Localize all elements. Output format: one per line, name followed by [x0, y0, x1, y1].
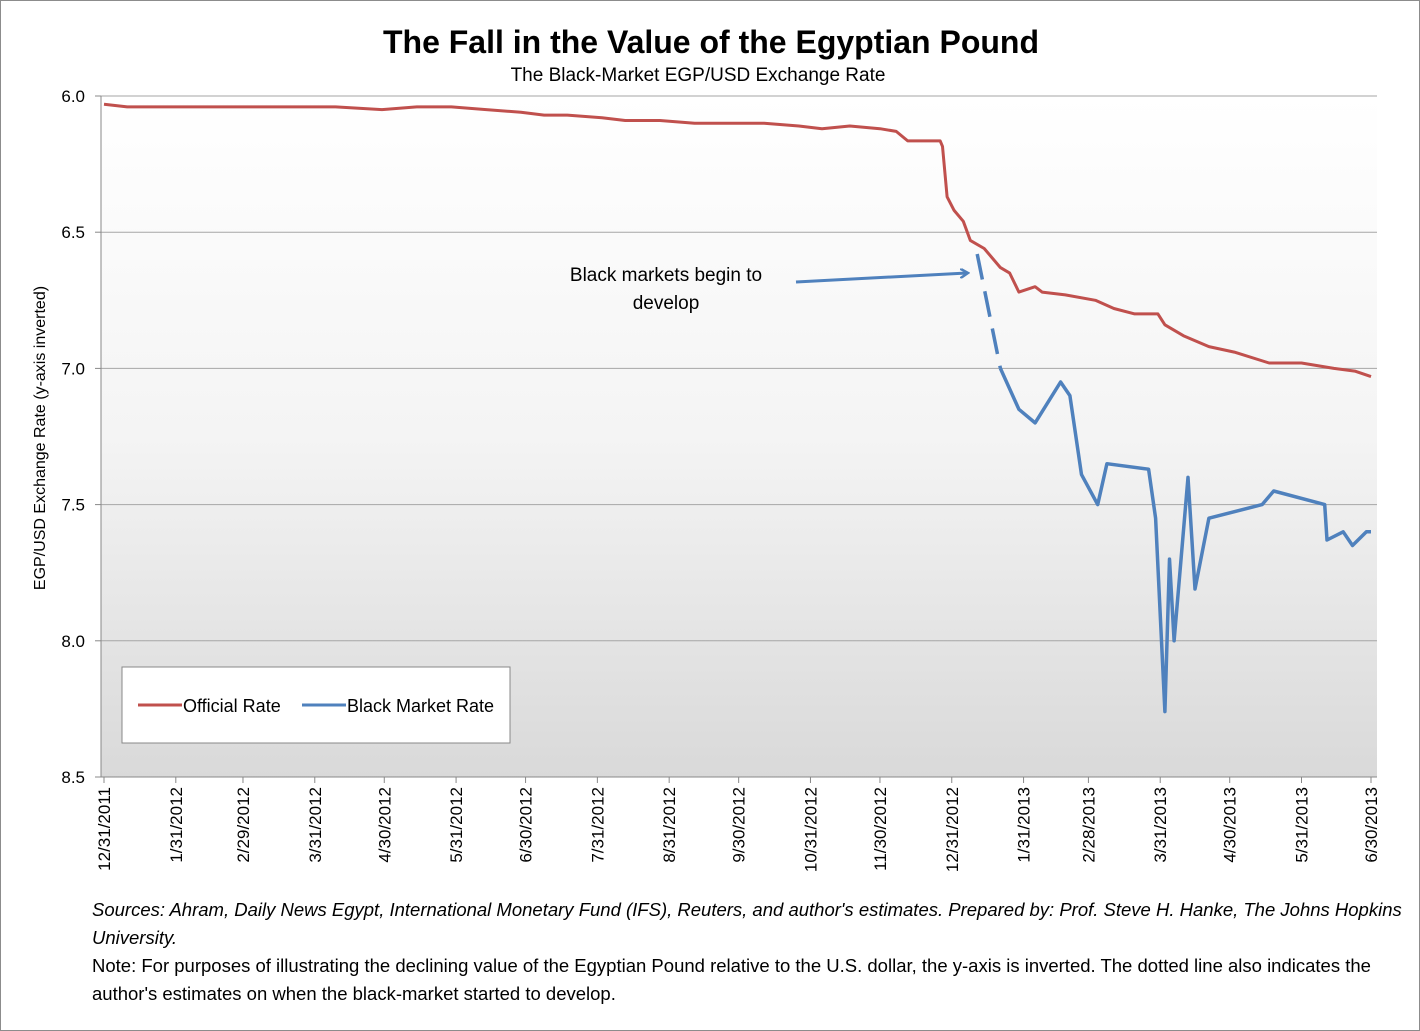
x-tick-label: 11/30/2012	[871, 787, 890, 871]
y-tick-label: 6.0	[61, 87, 85, 106]
x-tick-label: 5/31/2013	[1293, 787, 1312, 863]
x-tick-label: 1/31/2013	[1015, 787, 1034, 863]
x-tick-label: 3/31/2012	[306, 787, 325, 863]
x-tick-label: 12/31/2012	[943, 787, 962, 872]
series-official-rate-line	[103, 102, 1372, 379]
y-tick-label: 8.0	[61, 632, 85, 651]
x-tick-label: 8/31/2012	[660, 787, 679, 863]
legend-label-official: Official Rate	[183, 696, 281, 716]
sources-text: Sources: Ahram, Daily News Egypt, Intern…	[92, 899, 1402, 948]
annotation-arrow	[795, 273, 967, 284]
x-tick-label: 3/31/2013	[1151, 787, 1170, 863]
x-tick-label: 10/31/2012	[801, 787, 820, 872]
x-tick-label: 12/31/2011	[95, 787, 114, 871]
note-text: Note: For purposes of illustrating the d…	[92, 955, 1371, 1004]
x-tick-label: 2/28/2013	[1079, 787, 1098, 863]
x-tick-label: 1/31/2012	[167, 787, 186, 863]
y-tick-label: 7.0	[61, 359, 85, 378]
x-tick-label: 7/31/2012	[588, 787, 607, 863]
x-tick-label: 4/30/2012	[375, 787, 394, 863]
x-tick-label: 6/30/2012	[517, 787, 536, 863]
series-black-market-rate-line	[998, 367, 1371, 714]
x-tick-label: 4/30/2013	[1221, 787, 1240, 863]
y-axis-label: EGP/USD Exchange Rate (y-axis inverted)	[32, 286, 49, 590]
x-tick-label: 9/30/2012	[730, 787, 749, 863]
y-tick-label: 8.5	[61, 768, 85, 787]
y-tick-label: 6.5	[61, 223, 85, 242]
annotation-line-1: Black markets begin to	[570, 265, 762, 286]
y-tick-label: 7.5	[61, 496, 85, 515]
chart-title: The Fall in the Value of the Egyptian Po…	[383, 24, 1039, 60]
chart-subtitle: The Black-Market EGP/USD Exchange Rate	[511, 65, 886, 86]
annotation-line-2: develop	[633, 293, 700, 314]
series-black-market-estimated-line	[975, 253, 1003, 369]
x-tick-label: 2/29/2012	[234, 787, 253, 863]
x-tick-label: 5/31/2012	[447, 787, 466, 863]
legend: Official Rate Black Market Rate	[121, 666, 511, 744]
x-tick-label: 6/30/2013	[1362, 787, 1381, 863]
footer: Sources: Ahram, Daily News Egypt, Intern…	[92, 896, 1402, 1008]
legend-label-black-market: Black Market Rate	[347, 696, 494, 716]
